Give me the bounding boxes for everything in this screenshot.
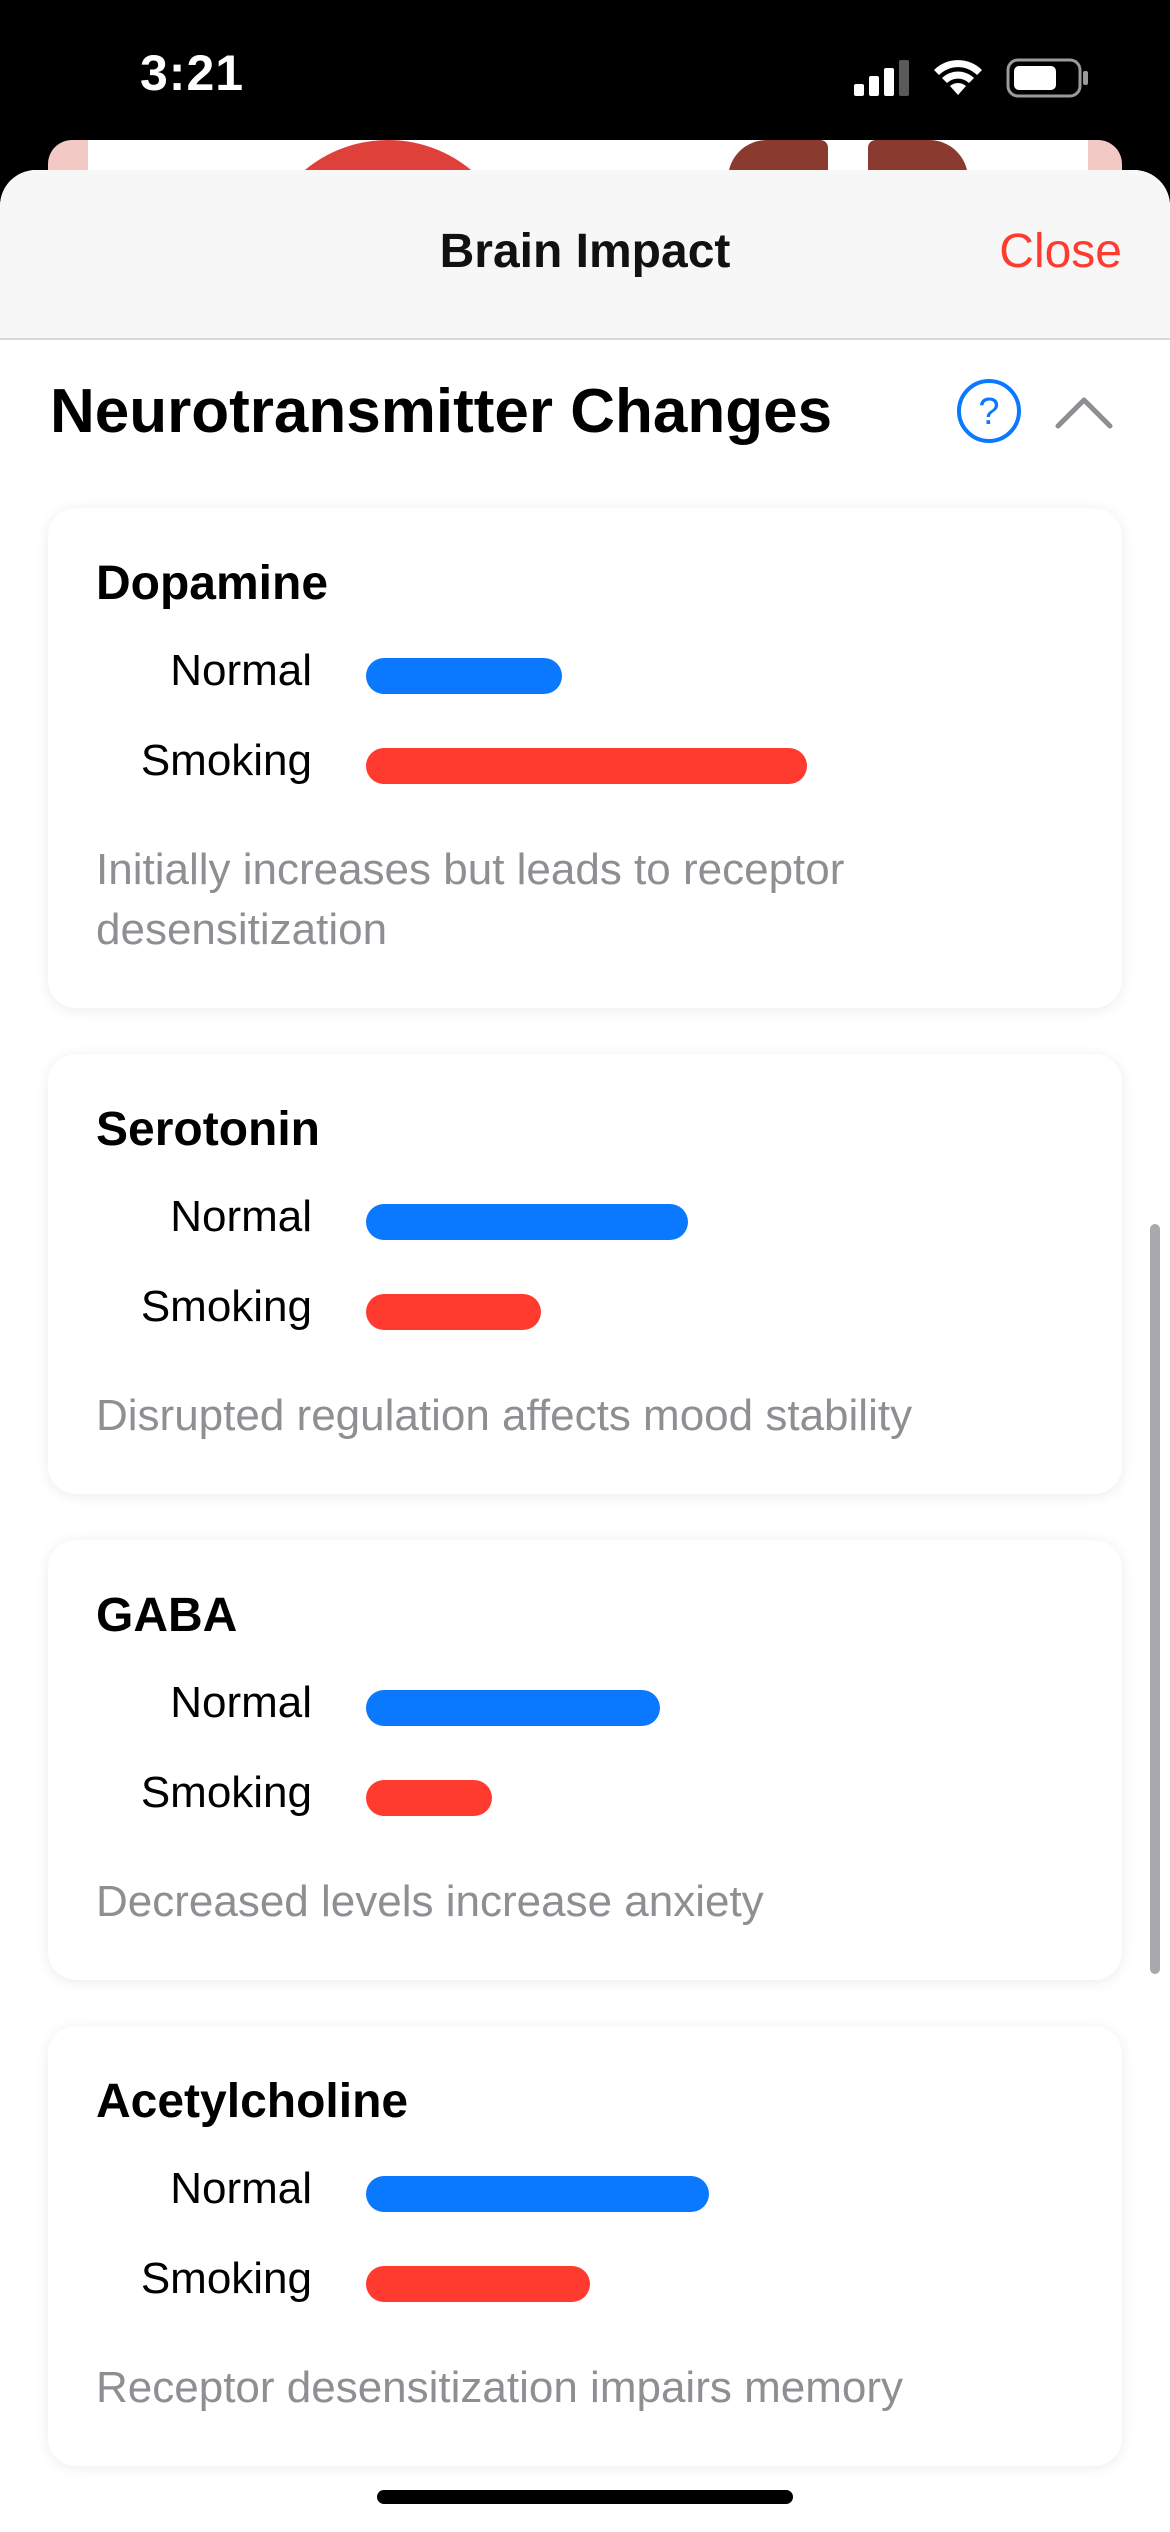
help-icon[interactable]: ? [956, 378, 1022, 444]
smoking-row: Smoking [48, 2254, 1122, 2304]
normal-row: Normal [48, 2164, 1122, 2214]
smoking-bar [366, 1294, 541, 1330]
status-bar: 3:21 [0, 0, 1170, 150]
card-list: Dopamine Normal Smoking Initially increa… [0, 480, 1170, 2532]
section-title: Neurotransmitter Changes [50, 377, 833, 446]
neurotransmitter-card: GABA Normal Smoking Decreased levels inc… [48, 1540, 1122, 1980]
cellular-signal-icon [854, 60, 909, 96]
section-header[interactable]: Neurotransmitter Changes ? [0, 340, 1170, 480]
smoking-row: Smoking [48, 1282, 1122, 1332]
normal-row: Normal [48, 1192, 1122, 1242]
card-description: Disrupted regulation affects mood stabil… [96, 1391, 913, 1440]
neurotransmitter-card: Serotonin Normal Smoking Disrupted regul… [48, 1054, 1122, 1494]
status-icons [854, 58, 1090, 98]
close-button[interactable]: Close [999, 225, 1122, 278]
status-time: 3:21 [140, 45, 245, 101]
card-description: Decreased levels increase anxiety [96, 1877, 764, 1926]
wifi-icon [934, 60, 982, 95]
card-title: GABA [96, 1589, 238, 1642]
normal-label: Normal [170, 2164, 312, 2213]
svg-text:?: ? [978, 391, 999, 433]
chevron-up-icon[interactable] [1054, 392, 1114, 432]
smoking-bar [366, 748, 807, 784]
nav-title: Brain Impact [439, 225, 731, 278]
smoking-row: Smoking [48, 1768, 1122, 1818]
card-description: Receptor desensitization impairs memory [96, 2363, 903, 2412]
normal-row: Normal [48, 1678, 1122, 1728]
normal-bar [366, 1690, 660, 1726]
card-title: Acetylcholine [96, 2075, 409, 2128]
home-indicator[interactable] [377, 2490, 793, 2504]
neurotransmitter-card: Acetylcholine Normal Smoking Receptor de… [48, 2026, 1122, 2466]
card-title: Dopamine [96, 557, 329, 610]
smoking-label: Smoking [140, 1768, 312, 1817]
smoking-label: Smoking [140, 736, 312, 785]
card-title: Serotonin [96, 1103, 320, 1156]
smoking-label: Smoking [140, 1282, 312, 1331]
card-description: Initially increases but leads to recepto… [96, 845, 845, 954]
scrollbar[interactable] [1150, 1224, 1160, 1974]
smoking-label: Smoking [140, 2254, 312, 2303]
normal-label: Normal [170, 1678, 312, 1727]
normal-bar [366, 1204, 688, 1240]
smoking-row: Smoking [48, 736, 1122, 786]
normal-bar [366, 2176, 709, 2212]
normal-label: Normal [170, 1192, 312, 1241]
normal-row: Normal [48, 646, 1122, 696]
smoking-bar [366, 1780, 492, 1816]
normal-label: Normal [170, 646, 312, 695]
brain-impact-sheet: Brain Impact Close Neurotransmitter Chan… [0, 170, 1170, 2532]
battery-icon [1006, 58, 1088, 98]
smoking-bar [366, 2266, 590, 2302]
neurotransmitter-card: Dopamine Normal Smoking Initially increa… [48, 508, 1122, 1008]
normal-bar [366, 658, 562, 694]
nav-bar: Brain Impact Close [0, 170, 1170, 340]
